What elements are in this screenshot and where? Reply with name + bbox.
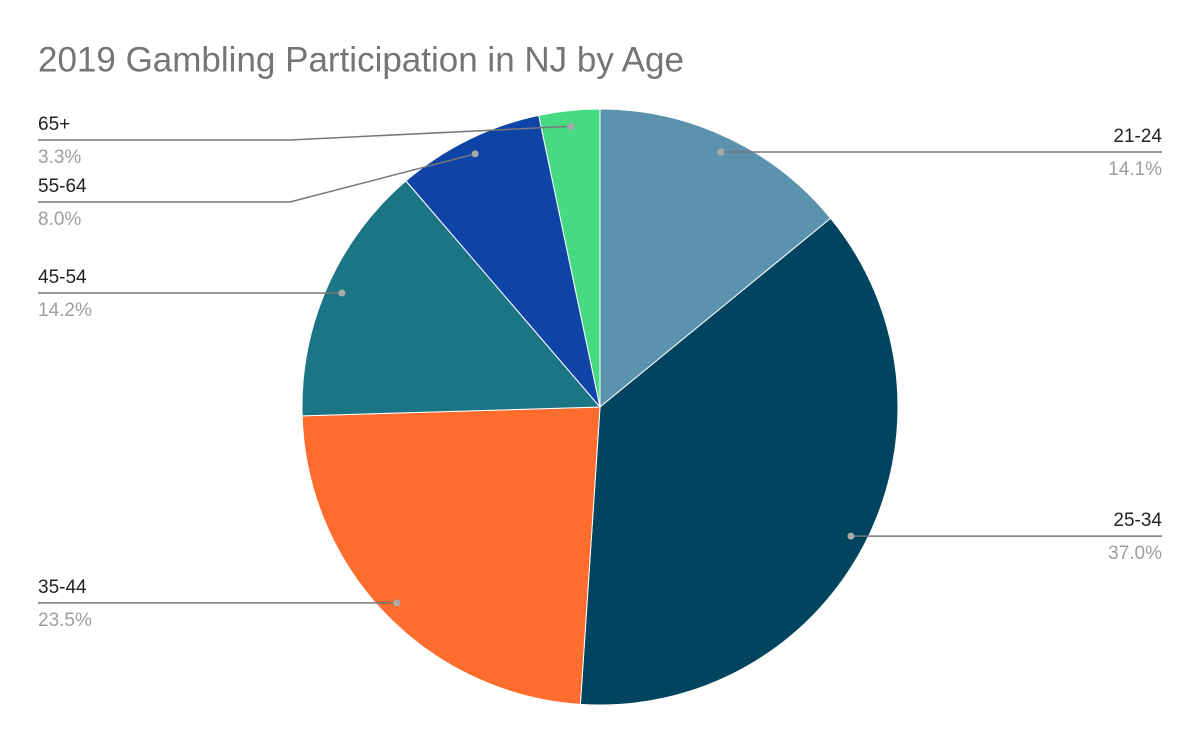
slice-value: 23.5% — [38, 610, 92, 631]
chart-title: 2019 Gambling Participation in NJ by Age — [38, 40, 684, 79]
slice-label: 25-34 — [1113, 510, 1162, 531]
slice-label: 45-54 — [38, 267, 87, 288]
pie-slice — [301, 180, 602, 417]
slice-label: 55-64 — [38, 176, 87, 197]
leader-dot — [567, 122, 575, 130]
slice-label: 35-44 — [38, 577, 87, 598]
pie-slice — [538, 108, 601, 408]
slice-value: 3.3% — [38, 147, 81, 168]
leader-dot — [471, 150, 479, 158]
slice-label: 21-24 — [1113, 126, 1162, 147]
leader-dot — [717, 148, 725, 156]
slice-value: 8.0% — [38, 209, 81, 230]
pie-slice — [405, 114, 601, 408]
slice-value: 14.2% — [38, 300, 92, 321]
slice-value: 14.1% — [1108, 159, 1162, 180]
leader-dot — [847, 532, 855, 540]
slice-label: 65+ — [38, 114, 70, 135]
pie-slice — [301, 406, 601, 705]
pie-slice — [599, 108, 832, 409]
slice-value: 37.0% — [1108, 543, 1162, 564]
pie-slice — [579, 217, 899, 706]
leader-dot — [338, 289, 346, 297]
leader-dot — [393, 599, 401, 607]
leader-line — [38, 125, 571, 141]
leader-line — [38, 153, 476, 203]
